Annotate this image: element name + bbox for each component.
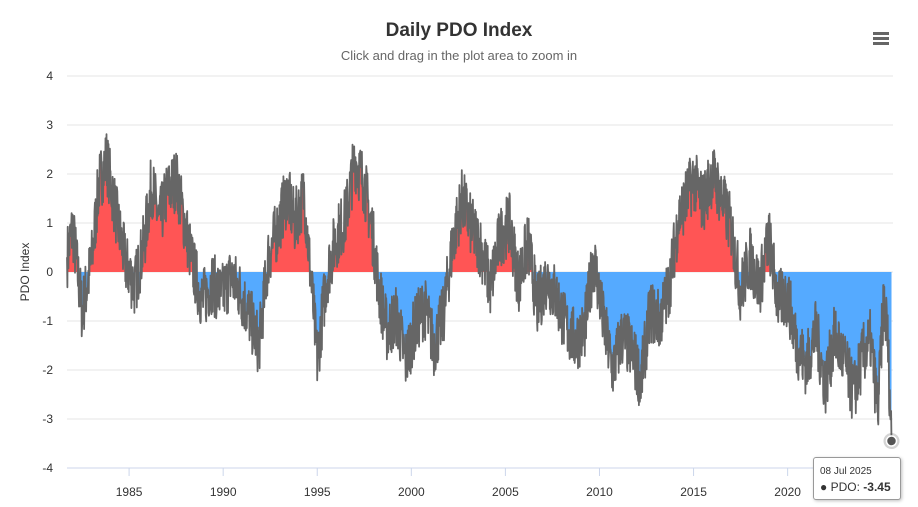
tooltip: 08 Jul 2025 ● PDO: -3.45 [813, 457, 901, 500]
x-tick-label: 2005 [492, 485, 519, 499]
chart-title: Daily PDO Index [385, 20, 533, 41]
y-tick-label: -3 [42, 412, 53, 426]
negative-area [67, 272, 892, 442]
x-tick-label: 2000 [398, 485, 425, 499]
y-tick-label: 3 [46, 118, 53, 132]
y-axis-label: PDO Index [18, 243, 32, 302]
y-tick-label: -2 [42, 363, 53, 377]
series-line [66, 133, 893, 442]
x-tick-label: 2015 [680, 485, 707, 499]
tooltip-series-name: PDO [830, 480, 857, 494]
x-tick-label: 1990 [210, 485, 237, 499]
hamburger-menu-icon[interactable] [868, 28, 894, 50]
y-tick-label: -4 [42, 461, 53, 475]
tooltip-value-line: ● PDO: -3.45 [820, 480, 891, 494]
tooltip-value: -3.45 [863, 480, 891, 494]
area-fills [67, 134, 892, 442]
x-tick-label: 2010 [586, 485, 613, 499]
x-tick-label: 1995 [304, 485, 331, 499]
chart-subtitle: Click and drag in the plot area to zoom … [340, 48, 578, 63]
tooltip-date: 08 Jul 2025 [820, 466, 872, 477]
x-axis: 1985 1990 1995 2000 2005 2010 2015 2020 [116, 468, 801, 499]
hover-marker [883, 433, 900, 450]
x-tick-label: 1985 [116, 485, 143, 499]
y-tick-label: -1 [42, 314, 53, 328]
y-tick-label: 0 [46, 265, 53, 279]
y-axis: 4 3 2 1 0 -1 -2 -3 -4 [42, 69, 53, 475]
pdo-series-line [66, 133, 893, 442]
marker-point [885, 435, 898, 447]
x-tick-label: 2020 [774, 485, 801, 499]
tooltip-bullet-icon: ● [820, 480, 828, 494]
y-tick-label: 4 [46, 69, 53, 83]
y-tick-label: 2 [46, 167, 53, 181]
y-tick-label: 1 [46, 216, 53, 230]
